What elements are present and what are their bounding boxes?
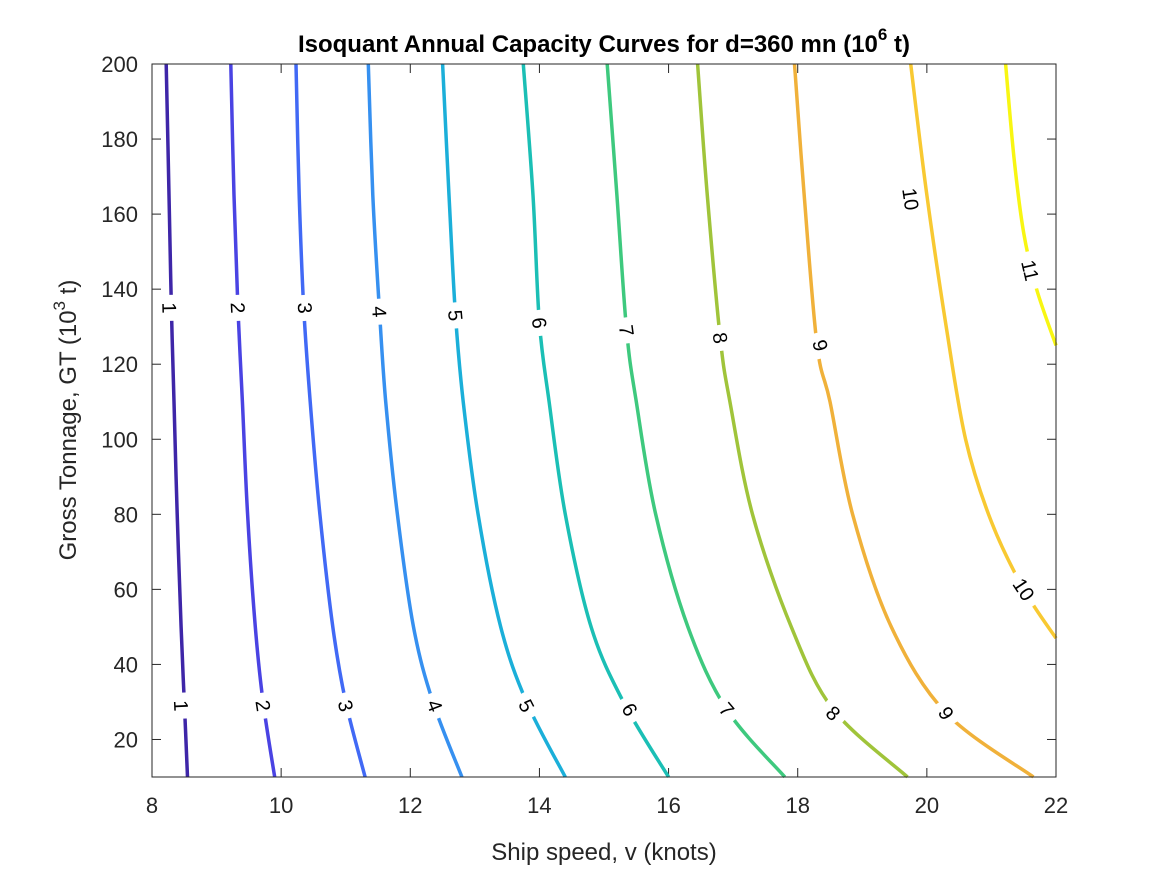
contour-label-gap <box>248 690 278 721</box>
contour-label-group: 4 <box>417 688 452 723</box>
y-axis-label: Gross Tonnage, GT (103 t) <box>50 280 82 561</box>
y-tick-label: 40 <box>114 652 138 677</box>
contour-label-gap <box>1002 566 1046 613</box>
contour-label-group: 4 <box>365 297 394 326</box>
contour-label-gap <box>167 692 195 720</box>
contour-label-gap <box>441 301 470 330</box>
contour-label-6: 6 <box>527 316 550 330</box>
contour-line-4 <box>366 63 464 778</box>
contour-label-gap <box>1013 248 1048 292</box>
contour-label-gap <box>611 315 642 346</box>
contour-label-gap <box>524 308 554 338</box>
contour-lines <box>164 63 1058 779</box>
contour-label-2: 2 <box>250 699 273 713</box>
contour-label-3: 3 <box>293 302 316 315</box>
contour-line-1 <box>164 63 190 778</box>
contour-label-9: 9 <box>807 338 831 354</box>
contour-label-group: 10 <box>895 178 927 220</box>
contour-label-group: 2 <box>224 294 252 322</box>
contour-label-gap <box>708 691 746 728</box>
x-tick-label: 16 <box>656 793 680 818</box>
y-tick-label: 60 <box>114 577 138 602</box>
contour-label-group: 5 <box>508 688 545 724</box>
contour-label-gap <box>895 178 927 220</box>
contour-label-gap <box>611 691 648 728</box>
contour-label-group: 11 <box>1013 248 1048 292</box>
y-tick-label: 120 <box>101 352 138 377</box>
contour-label-group: 9 <box>928 695 965 732</box>
y-tick-label: 180 <box>101 127 138 152</box>
contour-label-group: 2 <box>248 690 278 721</box>
y-tick-label: 200 <box>101 52 138 77</box>
y-tick-label: 160 <box>101 202 138 227</box>
contour-line-5 <box>440 63 567 778</box>
contour-label-1: 1 <box>157 302 179 314</box>
plot-frame <box>151 63 1057 778</box>
contour-label-group: 1 <box>156 294 183 322</box>
x-tick-label: 14 <box>527 793 551 818</box>
x-tick-label: 12 <box>398 793 422 818</box>
plot-area <box>152 64 1056 777</box>
chart-title: Isoquant Annual Capacity Curves for d=36… <box>298 25 910 58</box>
contour-label-gap <box>329 689 362 722</box>
y-tick-label: 20 <box>114 727 138 752</box>
contour-label-11: 11 <box>1016 258 1042 283</box>
contour-label-10: 10 <box>897 187 922 212</box>
contour-label-5: 5 <box>443 309 466 322</box>
contour-label-group: 3 <box>329 689 362 722</box>
contour-label-group: 8 <box>705 323 735 353</box>
x-tick-label: 10 <box>269 793 293 818</box>
x-tick-labels: 8 10 12 14 16 18 20 22 <box>146 793 1068 818</box>
y-tick-label: 80 <box>114 502 138 527</box>
contour-label-2: 2 <box>226 302 249 314</box>
contour-label-group: 9 <box>804 329 836 361</box>
contour-label-gap <box>156 294 183 322</box>
contour-label-gap <box>705 323 735 353</box>
contour-label-7: 7 <box>614 324 637 338</box>
contour-line-3 <box>294 63 367 778</box>
x-axis-label: Ship speed, v (knots) <box>491 839 716 866</box>
contour-line-11 <box>1003 63 1058 346</box>
x-tick-label: 20 <box>915 793 939 818</box>
contour-label-gap <box>508 688 545 724</box>
contour-label-group: 7 <box>708 691 746 728</box>
contour-label-group: 6 <box>524 308 554 338</box>
contour-label-gap <box>365 297 394 326</box>
y-tick-labels: 20 40 60 80 100 120 140 160 180 200 <box>101 52 138 752</box>
x-tick-label: 22 <box>1044 793 1068 818</box>
x-tick-label: 18 <box>785 793 809 818</box>
y-tick-label: 140 <box>101 277 138 302</box>
contour-label-group: 5 <box>441 301 470 330</box>
contour-label-gap <box>804 329 836 361</box>
contour-label-gap <box>224 294 252 322</box>
contour-label-gap <box>417 688 452 723</box>
contour-label-1: 1 <box>169 700 191 712</box>
contour-line-2 <box>229 63 277 778</box>
y-tick-label: 100 <box>101 427 138 452</box>
contour-line-7 <box>605 63 787 779</box>
contour-label-4: 4 <box>367 305 390 318</box>
contour-label-gap <box>814 694 852 732</box>
contour-label-gap <box>928 695 965 732</box>
contour-label-group: 1 <box>167 692 195 720</box>
contour-label-8: 8 <box>708 331 731 345</box>
contour-line-6 <box>521 63 671 778</box>
contour-label-group: 8 <box>814 694 852 732</box>
contour-label-group: 3 <box>291 294 319 322</box>
contour-label-group: 7 <box>611 315 642 346</box>
contour-label-group: 6 <box>611 691 648 728</box>
contour-label-3: 3 <box>333 698 357 714</box>
x-tick-label: 8 <box>146 793 158 818</box>
contour-label-gap <box>291 294 319 322</box>
